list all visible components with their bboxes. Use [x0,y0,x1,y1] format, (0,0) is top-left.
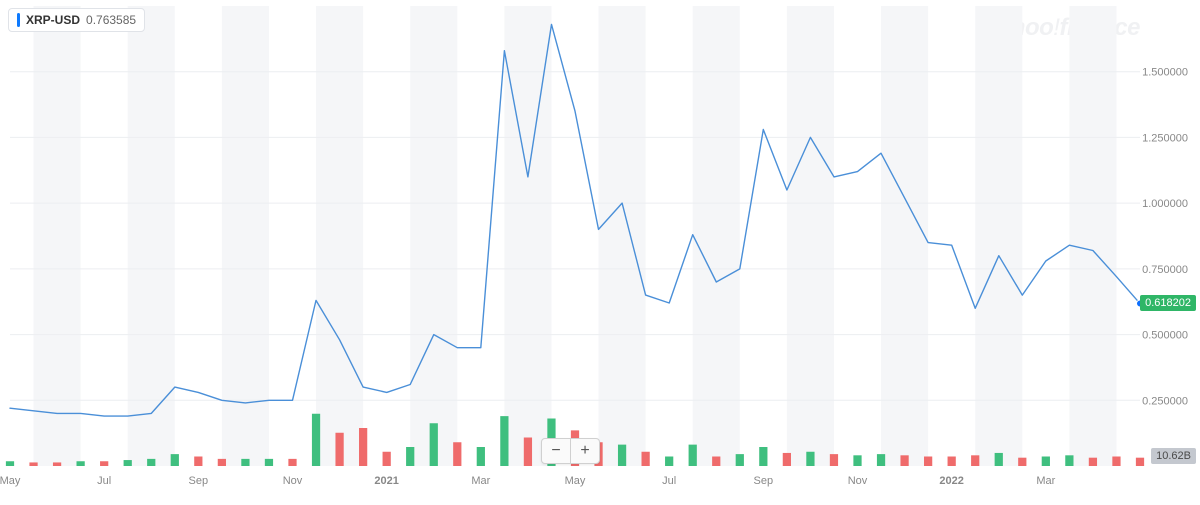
svg-text:Mar: Mar [1036,475,1055,487]
zoom-control: − + [541,438,600,464]
current-volume-flag: 10.62B [1151,448,1196,464]
zoom-out-button[interactable]: − [542,439,570,463]
svg-text:2022: 2022 [939,475,963,487]
svg-text:1.000000: 1.000000 [1142,198,1188,210]
svg-text:Jul: Jul [662,475,676,487]
svg-text:Sep: Sep [754,475,774,487]
chart-svg: 0.250000 0.500000 0.750000 1.000000 1.250000… [0,0,1200,505]
svg-text:Mar: Mar [471,475,490,487]
svg-text:0.500000: 0.500000 [1142,330,1188,342]
svg-text:1.500000: 1.500000 [1142,67,1188,79]
svg-text:Sep: Sep [189,475,209,487]
ticker-symbol: XRP-USD [26,13,80,27]
svg-text:2021: 2021 [374,475,398,487]
ticker-badge[interactable]: XRP-USD 0.763585 [8,8,145,32]
price-chart[interactable]: 0.250000 0.500000 0.750000 1.000000 1.250000… [0,0,1200,505]
current-price-flag: 0.618202 [1140,295,1196,311]
svg-text:Nov: Nov [283,475,303,487]
ticker-price: 0.763585 [86,13,136,27]
zoom-in-button[interactable]: + [570,439,599,463]
svg-text:May: May [565,475,586,487]
svg-text:Nov: Nov [848,475,868,487]
svg-text:Jul: Jul [97,475,111,487]
svg-text:0.250000: 0.250000 [1142,395,1188,407]
svg-text:May: May [0,475,21,487]
svg-text:0.750000: 0.750000 [1142,264,1188,276]
ticker-color-mark [17,13,20,27]
svg-text:1.250000: 1.250000 [1142,132,1188,144]
